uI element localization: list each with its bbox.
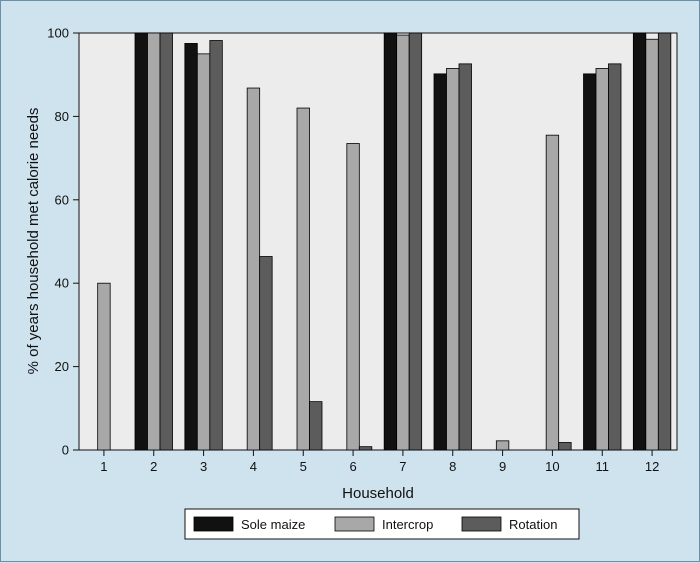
bar-intercrop-10 bbox=[545, 134, 560, 451]
x-axis-title: Household bbox=[342, 485, 414, 502]
bar-rotation-6 bbox=[358, 446, 373, 451]
bar-sole-maize-11 bbox=[583, 73, 597, 451]
x-tick-label: 10 bbox=[545, 459, 559, 474]
bar-intercrop-4 bbox=[246, 87, 261, 451]
bar-intercrop-5 bbox=[296, 107, 310, 451]
x-tick-label: 1 bbox=[100, 459, 107, 474]
legend: Sole maize Intercrop Rotation bbox=[184, 508, 580, 540]
bar-intercrop-8 bbox=[446, 68, 460, 451]
legend-label-intercrop: Intercrop bbox=[382, 517, 433, 532]
bar-intercrop-12 bbox=[645, 38, 659, 451]
bar-rotation-2 bbox=[159, 32, 173, 451]
bar-intercrop-9 bbox=[495, 440, 510, 451]
y-tick-label: 60 bbox=[55, 192, 69, 207]
bars-group bbox=[97, 32, 672, 451]
y-tick-label: 20 bbox=[55, 359, 69, 374]
x-tick-label: 3 bbox=[200, 459, 207, 474]
x-tick-label: 6 bbox=[349, 459, 356, 474]
bar-rotation-3 bbox=[209, 40, 223, 451]
x-tick-label: 4 bbox=[250, 459, 257, 474]
legend-swatch-rotation bbox=[461, 516, 502, 532]
bar-sole-maize-7 bbox=[383, 32, 398, 451]
legend-label-rotation: Rotation bbox=[509, 517, 557, 532]
bar-rotation-5 bbox=[309, 401, 323, 451]
y-axis-title: % of years household met calorie needs bbox=[25, 108, 42, 375]
legend-label-sole-maize: Sole maize bbox=[241, 517, 305, 532]
legend-swatch-sole-maize bbox=[193, 516, 234, 532]
y-tick-label: 40 bbox=[55, 276, 69, 291]
bar-sole-maize-2 bbox=[134, 32, 148, 451]
bar-intercrop-3 bbox=[196, 53, 211, 451]
y-tick-label: 0 bbox=[62, 443, 69, 458]
legend-swatch-intercrop bbox=[334, 516, 375, 532]
bar-intercrop-1 bbox=[97, 282, 111, 451]
bar-sole-maize-12 bbox=[632, 32, 647, 451]
x-tick-label: 9 bbox=[499, 459, 506, 474]
bar-rotation-4 bbox=[259, 256, 273, 451]
bar-sole-maize-3 bbox=[184, 43, 198, 451]
y-tick-label: 100 bbox=[47, 26, 69, 41]
bar-rotation-12 bbox=[657, 32, 672, 451]
bar-intercrop-2 bbox=[147, 32, 161, 451]
bar-sole-maize-8 bbox=[433, 73, 447, 451]
x-tick-label: 5 bbox=[300, 459, 307, 474]
y-tick-label: 80 bbox=[55, 109, 69, 124]
bar-intercrop-11 bbox=[595, 68, 609, 451]
bar-intercrop-6 bbox=[346, 143, 360, 451]
x-tick-label: 2 bbox=[150, 459, 157, 474]
x-tick-label: 7 bbox=[399, 459, 406, 474]
x-tick-label: 11 bbox=[596, 459, 610, 474]
x-tick-label: 12 bbox=[645, 459, 659, 474]
bar-rotation-11 bbox=[608, 63, 622, 451]
x-tick-label: 8 bbox=[449, 459, 456, 474]
plot-area bbox=[78, 32, 678, 451]
bar-rotation-8 bbox=[458, 63, 472, 451]
bar-intercrop-7 bbox=[396, 34, 410, 451]
bar-rotation-7 bbox=[408, 32, 423, 451]
bar-rotation-10 bbox=[558, 442, 572, 451]
legend-box bbox=[184, 508, 580, 540]
